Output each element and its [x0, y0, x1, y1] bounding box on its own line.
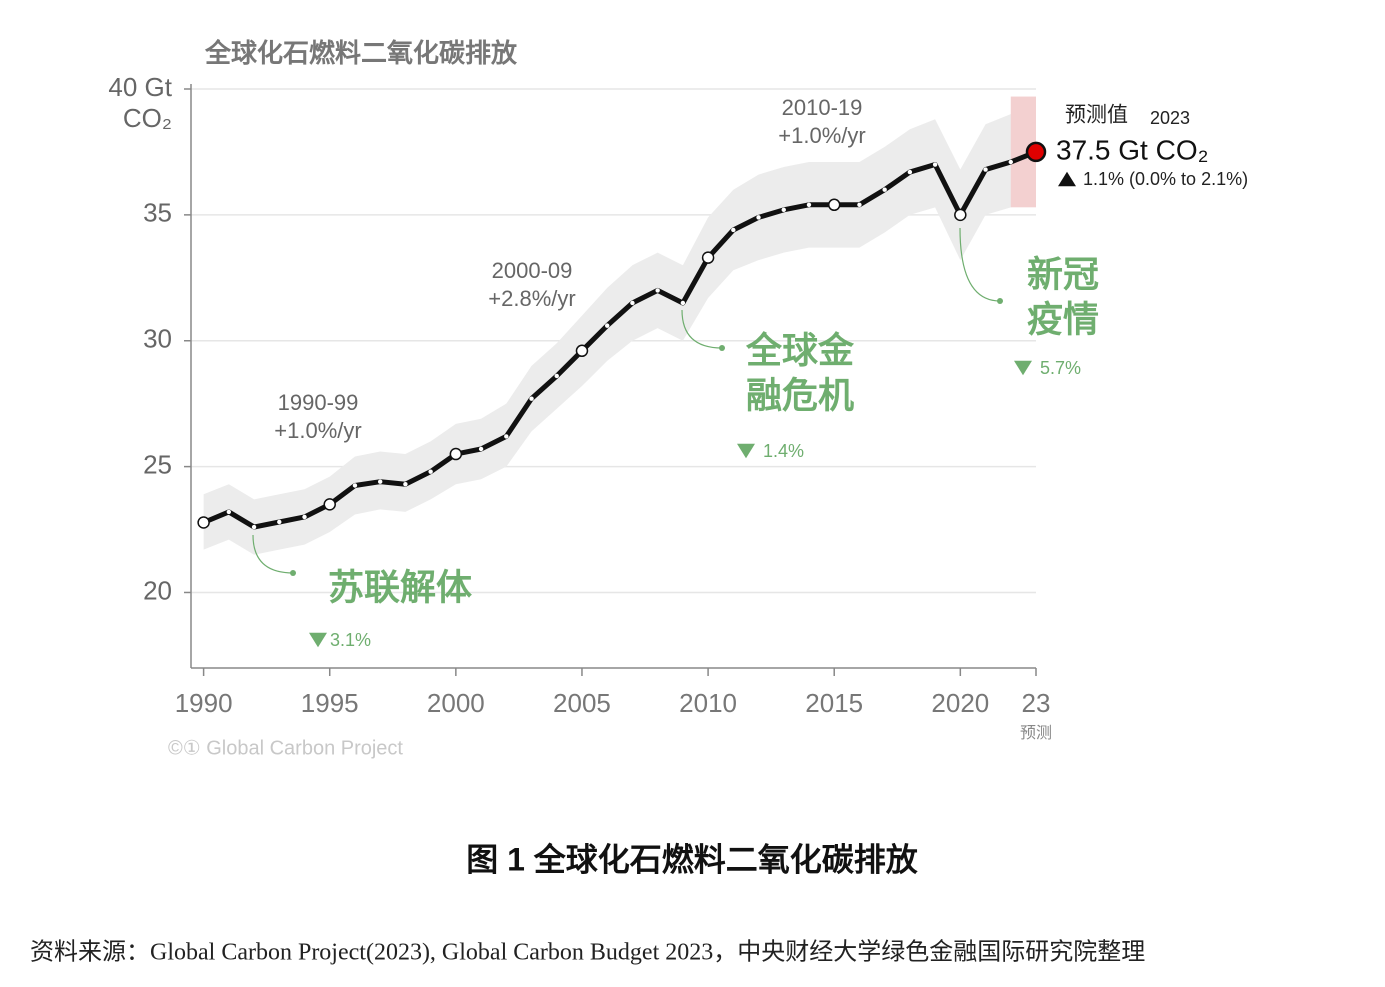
data-point — [575, 344, 589, 358]
data-point — [352, 483, 358, 488]
data-point — [954, 208, 967, 222]
y-tick-label: 35 — [143, 198, 172, 228]
x-tick-label: 2005 — [553, 688, 611, 718]
triangle-icon — [1058, 171, 1076, 187]
event-change: 3.1% — [330, 630, 371, 650]
y-tick-label: 25 — [143, 449, 172, 479]
y-tick-label: 30 — [143, 324, 172, 354]
projection-change: 1.1% (0.0% to 2.1%) — [1083, 169, 1248, 189]
data-point — [251, 524, 257, 530]
x-tick-label: 2010 — [679, 688, 737, 718]
projection-value: 37.5 Gt CO₂ — [1056, 134, 1208, 165]
data-point — [731, 227, 736, 233]
period-label: 1990-99 — [278, 390, 359, 415]
period-rate: +1.0%/yr — [778, 123, 865, 148]
data-point — [504, 434, 509, 439]
event-change: 1.4% — [763, 441, 804, 461]
uncertainty-band — [203, 104, 1036, 555]
triangle-icon — [737, 443, 755, 459]
triangle-icon — [1014, 360, 1032, 376]
event-label: 苏联解体 — [328, 567, 472, 608]
data-point — [1025, 141, 1047, 163]
data-point — [226, 509, 232, 515]
event-dot — [997, 298, 1003, 304]
data-point — [827, 198, 841, 212]
x-tick-label: 1995 — [301, 688, 359, 718]
event-dot — [719, 345, 725, 351]
event-leader — [252, 534, 294, 574]
event-label: 融危机 — [746, 375, 854, 416]
data-point — [983, 167, 988, 172]
event-label: 新冠 — [1027, 254, 1099, 295]
triangle-icon — [309, 632, 327, 648]
projection-label: 预测值 — [1065, 104, 1128, 127]
data-point — [323, 498, 336, 511]
x-tick-label: 2000 — [427, 688, 485, 718]
event-leader — [959, 227, 1001, 302]
data-point — [302, 514, 307, 520]
data-point — [428, 469, 433, 474]
data-point — [781, 207, 786, 213]
data-point — [197, 516, 210, 529]
data-point — [857, 202, 862, 207]
data-point — [403, 482, 408, 487]
x-tick-label: 2015 — [805, 688, 863, 718]
note: 资料来源：Global Carbon Project(2023), Global… — [30, 939, 1145, 966]
event-label: 疫情 — [1027, 299, 1099, 340]
projection-year: 2023 — [1150, 108, 1190, 128]
chart-title: 全球化石燃料二氧化碳排放 — [204, 38, 518, 68]
data-point — [277, 519, 282, 525]
data-point — [701, 251, 715, 264]
data-point — [756, 215, 761, 220]
x-tick-label: 23 — [1022, 688, 1051, 718]
event-dot — [290, 570, 296, 576]
data-point — [604, 323, 610, 328]
event-label: 全球金 — [745, 330, 855, 371]
period-rate: +1.0%/yr — [274, 418, 361, 443]
data-point — [655, 288, 660, 293]
caption: 图 1 全球化石燃料二氧化碳排放 — [466, 841, 919, 877]
period-rate: +2.8%/yr — [488, 286, 575, 311]
data-point — [680, 300, 686, 306]
y-tick-label: 40 Gt — [108, 72, 172, 102]
y-unit: CO₂ — [123, 103, 172, 133]
data-point — [932, 162, 938, 167]
data-point — [882, 187, 887, 192]
x-tick-label: 2020 — [931, 688, 989, 718]
x-tick-note: 预测 — [1020, 724, 1052, 742]
x-tick-label: 1990 — [175, 688, 233, 718]
source: ©① Global Carbon Project — [168, 737, 403, 759]
data-point — [478, 446, 484, 452]
data-point — [554, 373, 559, 379]
period-label: 2000-09 — [492, 258, 573, 283]
data-point — [907, 169, 913, 175]
data-point — [630, 300, 635, 306]
event-leader — [681, 309, 723, 349]
data-point — [449, 447, 463, 461]
data-point — [377, 479, 383, 484]
data-point — [806, 202, 812, 207]
data-point — [529, 396, 534, 401]
y-tick-label: 20 — [143, 575, 172, 605]
data-point — [1008, 159, 1013, 165]
event-change: 5.7% — [1040, 358, 1081, 378]
line — [202, 149, 1037, 530]
period-label: 2010-19 — [782, 95, 863, 120]
